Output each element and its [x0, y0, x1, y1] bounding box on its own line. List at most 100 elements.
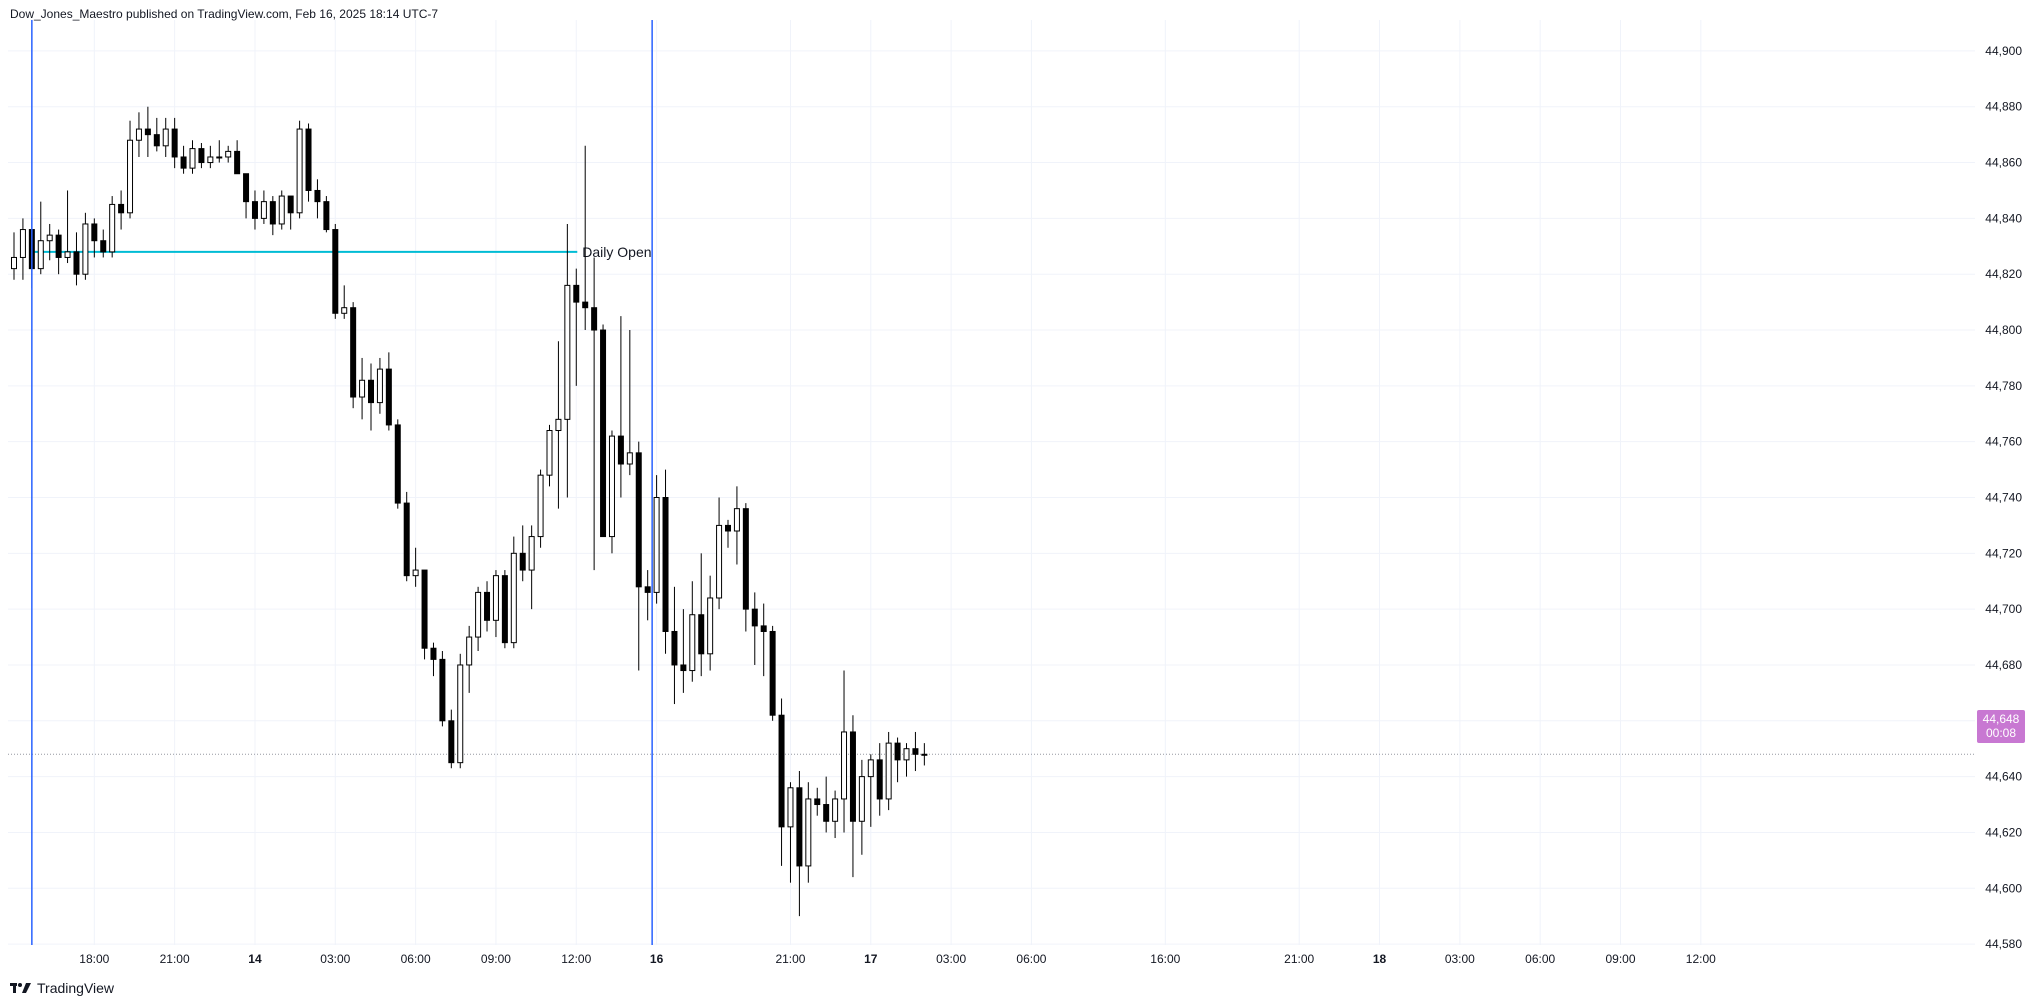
candle-body: [626, 452, 633, 465]
bar-countdown: 00:08: [1985, 726, 2017, 740]
candle-body: [394, 424, 401, 504]
candle-body: [368, 379, 374, 404]
candle-body: [805, 798, 812, 867]
candle-body: [91, 223, 98, 242]
candle-body: [832, 798, 839, 822]
candle-body: [385, 368, 392, 426]
candle-body: [100, 240, 107, 253]
candle-body: [466, 636, 473, 666]
x-axis-tick-label: 14: [248, 952, 262, 966]
candle-body: [127, 139, 134, 214]
candle-body: [484, 591, 491, 621]
candle-body: [680, 664, 687, 672]
x-axis-tick-label: 09:00: [1605, 952, 1635, 966]
y-axis-tick-label: 44,700: [1985, 602, 2022, 616]
candle-body: [448, 720, 455, 764]
candle-body: [528, 536, 535, 571]
candle-body: [876, 759, 883, 800]
candle-body: [903, 748, 910, 761]
candle-body: [671, 630, 678, 666]
candle-body: [341, 307, 348, 314]
y-axis-tick-label: 44,720: [1985, 546, 2022, 560]
candle-body: [591, 307, 598, 331]
x-axis-tick-label: 06:00: [1016, 952, 1046, 966]
candle-body: [73, 251, 80, 275]
brand-label: TradingView: [37, 980, 115, 996]
candle-body: [742, 508, 749, 610]
candle-body: [376, 368, 383, 404]
candle-body: [269, 201, 276, 225]
x-axis-tick-label: 06:00: [1525, 952, 1555, 966]
candle-body: [733, 508, 740, 532]
candle-body: [109, 203, 116, 253]
candle-body: [537, 474, 544, 538]
candle-body: [635, 452, 642, 588]
candle-body: [725, 524, 731, 532]
candle-body: [841, 731, 848, 800]
candle-body: [519, 552, 526, 571]
candle-body: [350, 307, 357, 398]
candle-body: [64, 251, 71, 258]
last-price-badge: 44,648 00:08: [1977, 710, 2025, 743]
candle-body: [287, 195, 294, 214]
y-axis-tick-label: 44,820: [1985, 267, 2022, 281]
x-axis-tick-label: 18:00: [79, 952, 109, 966]
candle-body: [600, 329, 607, 538]
x-axis-tick-label: 03:00: [1445, 952, 1475, 966]
publisher-caption: Dow_Jones_Maestro published on TradingVi…: [10, 7, 439, 21]
candle-body: [894, 742, 901, 761]
candle-body: [707, 597, 714, 655]
candle-body: [564, 284, 571, 420]
candle-body: [403, 502, 410, 577]
candle-body: [814, 798, 821, 806]
x-axis-tick-label: 09:00: [481, 952, 511, 966]
candle-body: [260, 201, 267, 219]
y-axis-tick-label: 44,620: [1985, 825, 2022, 839]
candle-body: [421, 569, 428, 649]
candle-body: [332, 229, 339, 314]
candle-body: [359, 379, 366, 398]
tradingview-brand[interactable]: TradingView: [10, 980, 114, 996]
candle-body: [582, 301, 589, 309]
candle-body: [118, 203, 125, 214]
candle-body: [867, 759, 874, 778]
candle-body: [787, 787, 794, 828]
candle-body: [189, 148, 196, 169]
candle-body: [510, 552, 517, 644]
candle-body: [751, 608, 758, 627]
x-axis-tick-label: 18: [1373, 952, 1387, 966]
last-price-value: 44,648: [1982, 712, 2020, 726]
y-axis-tick-label: 44,840: [1985, 211, 2022, 225]
candle-body: [296, 128, 303, 214]
candle-body: [760, 625, 767, 632]
candle-body: [921, 753, 928, 756]
candle-body: [796, 787, 803, 867]
x-axis-tick-label: 03:00: [936, 952, 966, 966]
candle-body: [243, 173, 250, 203]
candle-body: [430, 647, 437, 660]
candle-body: [144, 128, 151, 136]
candle-body: [171, 128, 178, 158]
y-axis-tick-label: 44,900: [1985, 44, 2022, 58]
candle-body: [662, 497, 669, 632]
candle-body: [912, 748, 919, 755]
candle-body: [234, 150, 241, 175]
candle-body: [55, 234, 62, 258]
candle-body: [278, 195, 285, 225]
candle-body: [19, 229, 26, 258]
candle-body: [849, 731, 856, 822]
x-axis-tick-label: 03:00: [320, 952, 350, 966]
y-axis-tick-label: 44,680: [1985, 658, 2022, 672]
y-axis-tick-label: 44,600: [1985, 881, 2022, 895]
candle-body: [207, 156, 214, 164]
candle-body: [778, 714, 785, 828]
daily-open-label: Daily Open: [582, 244, 651, 260]
candle-body: [323, 201, 330, 231]
y-axis-tick-label: 44,880: [1985, 100, 2022, 114]
x-axis-tick-label: 16:00: [1150, 952, 1180, 966]
candle-body: [314, 189, 321, 203]
candle-body: [251, 201, 258, 219]
candle-body: [82, 223, 89, 275]
